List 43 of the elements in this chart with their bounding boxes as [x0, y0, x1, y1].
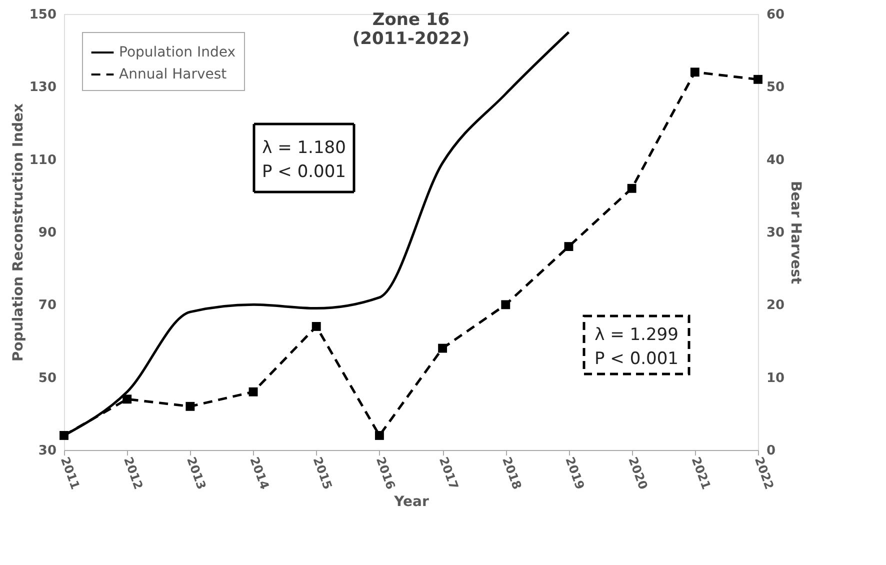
legend-label: Population Index — [119, 44, 236, 60]
y2-axis-title: Bear Harvest — [788, 180, 804, 284]
y2-tick-label: 20 — [766, 298, 785, 314]
chart-title: Zone 16 (2011-2022) — [352, 10, 470, 49]
y-tick-label: 50 — [38, 370, 56, 386]
y2-tick-label: 40 — [766, 152, 785, 168]
x-tick-label: 2013 — [184, 455, 209, 492]
point — [627, 184, 636, 193]
x-tick-label: 2011 — [58, 455, 83, 492]
y2-tick-label: 30 — [766, 226, 785, 240]
y-tick-label: 70 — [38, 298, 56, 314]
point — [248, 387, 258, 396]
y-axis-title: Population Reconstruction Index — [10, 103, 26, 362]
point — [438, 344, 448, 353]
point — [501, 300, 510, 310]
x-tick-label: 2016 — [373, 455, 398, 492]
x-tick-label: 2015 — [310, 455, 335, 492]
x-tick-label: 2017 — [436, 455, 462, 492]
x-tick-label: 2020 — [626, 455, 650, 492]
y-tick-label: 90 — [38, 226, 56, 240]
point — [122, 394, 132, 404]
legend-label: Annual Harvest — [119, 66, 228, 82]
y2-tick-label: 10 — [766, 370, 785, 386]
x-tick-label: 2014 — [247, 455, 272, 492]
point — [312, 322, 321, 331]
point — [754, 74, 762, 84]
annotation: λ = 1.180 P < 0.001 — [262, 138, 346, 182]
x-tick-label: 2018 — [500, 455, 524, 492]
y2-tick-label: 50 — [766, 80, 785, 96]
y-tick-label: 110 — [29, 152, 56, 168]
annotation: λ = 1.299 P < 0.001 — [594, 325, 678, 369]
x-tick-label: 2012 — [121, 455, 146, 492]
y-tick-label: 30 — [38, 444, 56, 458]
y-tick-label: 150 — [29, 8, 56, 22]
x-axis-title: Year — [393, 494, 429, 510]
y2-tick-label: 60 — [766, 8, 785, 22]
point — [690, 68, 700, 77]
y-tick-label: 130 — [29, 80, 56, 96]
x-tick-label: 2021 — [688, 455, 714, 492]
point — [374, 430, 384, 440]
point — [564, 242, 574, 252]
x-tick-label: 2019 — [562, 455, 588, 492]
point — [186, 402, 195, 411]
